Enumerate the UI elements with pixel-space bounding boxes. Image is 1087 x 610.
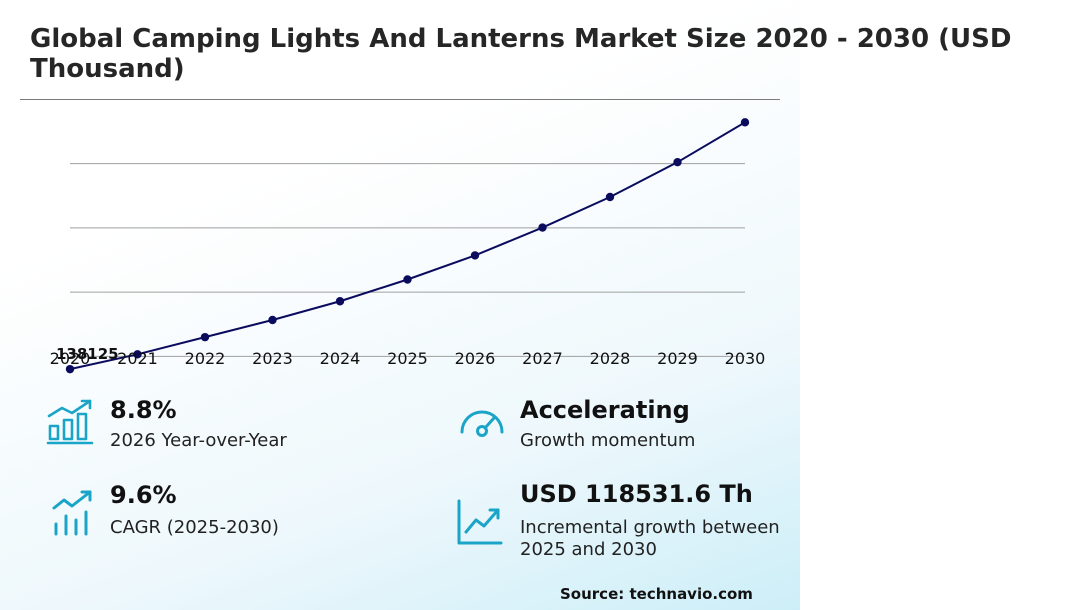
trend-chart-icon [457,499,503,545]
title-divider [20,99,780,100]
x-tick-2020: 2020 [50,349,91,368]
x-tick-2025: 2025 [387,349,428,368]
series-line [69,121,746,371]
kpi-value-incremental: USD 118531.6 Th [520,480,753,508]
x-tick-2021: 2021 [117,349,158,368]
x-tick-2026: 2026 [455,349,496,368]
data-point-2027 [538,223,547,232]
kpi-label-momentum: Growth momentum [520,430,696,451]
x-tick-2024: 2024 [320,349,361,368]
data-point-2029 [673,157,682,167]
x-axis-ticks: 2020 2021 2022 2023 2024 2025 2026 2027 2028 2029… [50,349,766,368]
data-point-2026 [470,251,480,260]
data-point-2024 [335,297,345,306]
data-points [65,118,750,374]
kpi-value-yoy: 8.8% [110,396,177,424]
growth-bars-icon [52,490,92,536]
x-tick-2028: 2028 [590,349,631,368]
kpi-label-incremental: Incremental growth between 2025 and 2030 [520,517,780,560]
kpi-label-cagr: CAGR (2025-2030) [110,517,279,538]
source-credit: Source: technavio.com [560,585,753,603]
background-panel [0,0,800,610]
data-point-2023 [268,315,277,325]
kpi-value-momentum: Accelerating [520,396,690,424]
grid-lines [70,163,745,357]
data-point-2020 [65,364,75,374]
x-tick-2027: 2027 [522,349,563,368]
data-point-2022 [200,332,210,342]
kpi-value-cagr: 9.6% [110,481,177,509]
x-tick-2022: 2022 [185,349,226,368]
chart-title: Global Camping Lights And Lanterns Marke… [30,24,1012,84]
x-tick-2029: 2029 [657,349,698,368]
x-tick-2023: 2023 [252,349,293,368]
series-line-path [69,121,746,371]
kpi-label-yoy: 2026 Year-over-Year [110,430,287,451]
x-tick-2030: 2030 [725,349,766,368]
speedometer-icon [460,410,504,437]
line-chart: 138125 2020 2021 2022 2023 2024 2025 2026 2027 2… [50,118,766,374]
data-labels: 138125 [56,345,119,363]
data-label-2020: 138125 [56,345,119,363]
data-point-2025 [403,275,412,284]
data-point-2030 [740,118,750,127]
bar-chart-up-icon [46,399,94,445]
data-point-2028 [605,192,615,202]
data-point-2021 [133,350,142,359]
